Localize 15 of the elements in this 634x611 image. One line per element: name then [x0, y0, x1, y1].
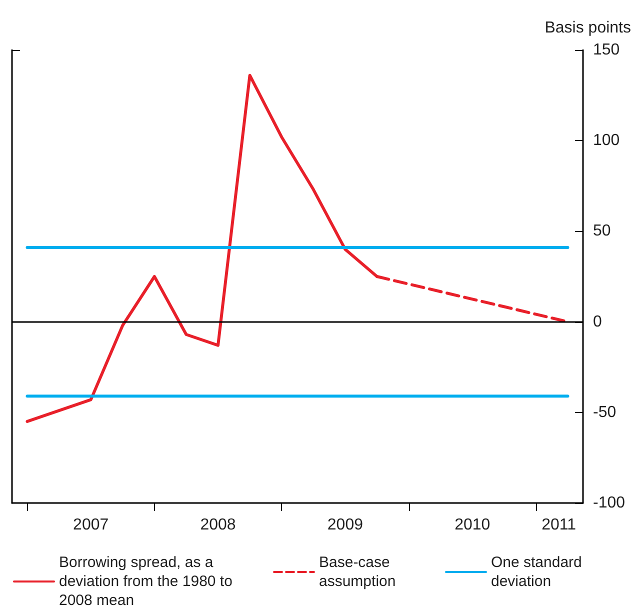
- x-tick-label: 2009: [327, 516, 364, 534]
- y-tick-label: -50: [593, 404, 616, 421]
- y-tick-label: 150: [593, 42, 620, 58]
- legend-label: One standard deviation: [491, 554, 586, 590]
- x-tick-label: 2011: [542, 516, 576, 534]
- x-tick-label: 2010: [454, 516, 490, 534]
- y-tick-label: 50: [593, 222, 611, 240]
- y-tick-label: 0: [593, 313, 602, 330]
- legend-label: Borrowing spread, as a deviation from the 1980 to 2008 mean: [59, 554, 237, 609]
- x-tick-label: 2008: [200, 516, 236, 534]
- x-tick-label: 2007: [73, 516, 109, 534]
- y-tick-label: -100: [593, 494, 626, 512]
- y-tick-label: 100: [593, 132, 620, 150]
- y-axis-title: Basis points: [544, 20, 631, 36]
- legend-label: Base-case assumption: [319, 554, 396, 590]
